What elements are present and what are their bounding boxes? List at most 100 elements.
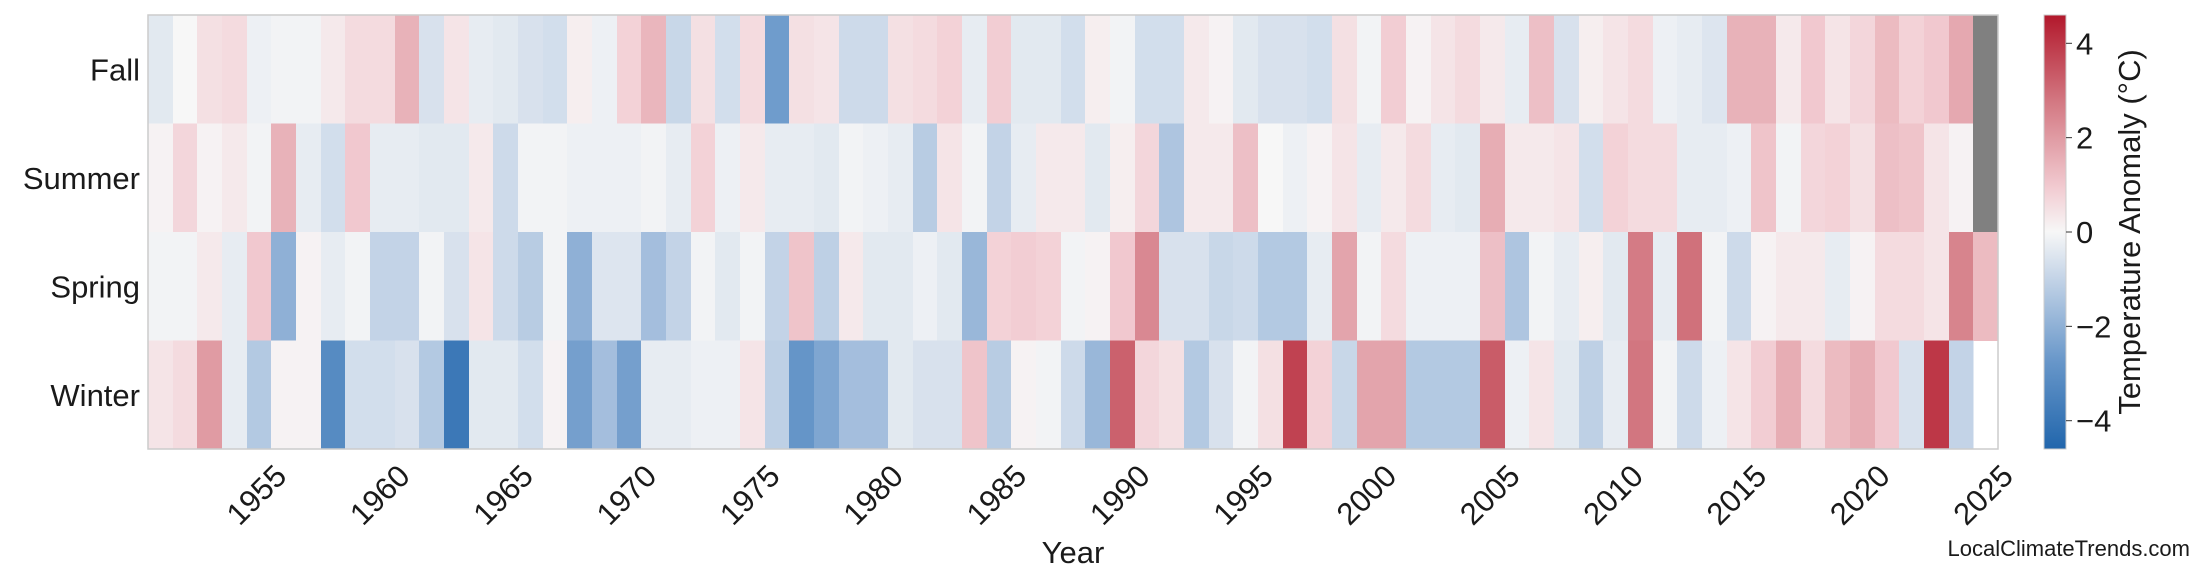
heatmap-cell-winter-1982 xyxy=(913,340,938,450)
heatmap-cell-fall-2015 xyxy=(1727,15,1752,125)
heatmap-cell-spring-1998 xyxy=(1307,232,1333,342)
heatmap-cell-fall-1992 xyxy=(1159,15,1185,125)
heatmap-cell-summer-2024 xyxy=(1949,123,1974,233)
heatmap-cell-fall-1978 xyxy=(814,15,840,125)
heatmap-cell-summer-1952 xyxy=(173,123,198,233)
heatmap-cell-fall-2025 xyxy=(1973,15,1999,125)
heatmap-cell-spring-2025 xyxy=(1973,232,1999,342)
heatmap-cell-fall-1976 xyxy=(765,15,790,125)
heatmap-cell-summer-1990 xyxy=(1110,123,1136,233)
heatmap-cell-spring-1964 xyxy=(469,232,494,342)
heatmap-cell-summer-1983 xyxy=(937,123,963,233)
heatmap-cell-winter-1975 xyxy=(740,340,766,450)
heatmap-cell-summer-1992 xyxy=(1159,123,1185,233)
x-tick-label-1995: 1995 xyxy=(1206,458,1280,532)
heatmap-cell-fall-1973 xyxy=(691,15,716,125)
heatmap-cell-summer-1970 xyxy=(617,123,642,233)
heatmap-cell-winter-1977 xyxy=(789,340,815,450)
heatmap-cell-fall-1975 xyxy=(740,15,766,125)
colorbar: 4 2 0 −2 −4 Temperature Anomaly (°C) xyxy=(2043,14,2147,450)
heatmap-cell-fall-2001 xyxy=(1381,15,1407,125)
heatmap-cell-summer-1961 xyxy=(395,123,420,233)
heatmap-cell-spring-1963 xyxy=(444,232,470,342)
heatmap-cell-spring-2016 xyxy=(1751,232,1777,342)
heatmap-cell-winter-1954 xyxy=(222,340,248,450)
heatmap-cell-fall-2023 xyxy=(1924,15,1950,125)
heatmap-cell-fall-1996 xyxy=(1258,15,1284,125)
heatmap-cell-summer-1954 xyxy=(222,123,248,233)
heatmap-cell-spring-1986 xyxy=(1011,232,1037,342)
heatmap-cell-spring-1993 xyxy=(1184,232,1210,342)
heatmap-cell-spring-1990 xyxy=(1110,232,1136,342)
heatmap-cell-summer-2002 xyxy=(1406,123,1432,233)
heatmap-cell-summer-1963 xyxy=(444,123,470,233)
x-tick-label-1960: 1960 xyxy=(343,458,417,532)
heatmap-cell-winter-1981 xyxy=(888,340,914,450)
heatmap-cell-winter-2006 xyxy=(1505,340,1530,450)
heatmap-cell-winter-2009 xyxy=(1579,340,1604,450)
heatmap-cell-spring-2021 xyxy=(1875,232,1900,342)
heatmap-cell-winter-2024 xyxy=(1949,340,1974,450)
heatmap-cell-winter-2000 xyxy=(1357,340,1382,450)
heatmap-cell-summer-2023 xyxy=(1924,123,1950,233)
heatmap-cell-spring-2013 xyxy=(1677,232,1703,342)
heatmap-cell-fall-2022 xyxy=(1899,15,1925,125)
heatmap-cell-winter-1961 xyxy=(395,340,420,450)
heatmap-cell-winter-2002 xyxy=(1406,340,1432,450)
heatmap-cell-summer-1989 xyxy=(1085,123,1111,233)
heatmap-cell-winter-2017 xyxy=(1776,340,1802,450)
x-axis-tick-labels: 1955 1960 1965 1970 1975 1980 1985 1990 1995 2000… xyxy=(220,458,2020,532)
heatmap-cell-summer-1967 xyxy=(543,123,568,233)
heatmap-cell-summer-1976 xyxy=(765,123,790,233)
heatmap-cell-fall-1955 xyxy=(247,15,272,125)
heatmap-cell-winter-1989 xyxy=(1085,340,1111,450)
heatmap-cell-winter-1986 xyxy=(1011,340,1037,450)
heatmap-cell-fall-1971 xyxy=(641,15,667,125)
heatmap-cell-winter-1973 xyxy=(691,340,716,450)
heatmap-cell-winter-1955 xyxy=(247,340,272,450)
x-tick-label-1955: 1955 xyxy=(220,458,294,532)
heatmap-cell-summer-1974 xyxy=(715,123,741,233)
heatmap-cell-fall-1951 xyxy=(148,15,174,125)
credit-text: LocalClimateTrends.com xyxy=(1948,536,2191,561)
heatmap-cell-winter-1951 xyxy=(148,340,174,450)
heatmap-cell-fall-1991 xyxy=(1135,15,1160,125)
heatmap-cell-winter-2021 xyxy=(1875,340,1900,450)
colorbar-tick-label: 0 xyxy=(2076,215,2093,250)
heatmap-cell-spring-2019 xyxy=(1825,232,1851,342)
heatmap-cell-winter-1999 xyxy=(1332,340,1358,450)
heatmap-cell-fall-1990 xyxy=(1110,15,1136,125)
heatmap-cell-summer-1987 xyxy=(1036,123,1062,233)
heatmap-cell-summer-1982 xyxy=(913,123,938,233)
heatmap-cell-summer-2004 xyxy=(1455,123,1481,233)
heatmap-cell-summer-1996 xyxy=(1258,123,1284,233)
heatmap-cell-summer-1981 xyxy=(888,123,914,233)
heatmap-cell-summer-1999 xyxy=(1332,123,1358,233)
heatmap-cell-spring-2009 xyxy=(1579,232,1604,342)
heatmap-cell-summer-2019 xyxy=(1825,123,1851,233)
heatmap-cell-summer-2016 xyxy=(1751,123,1777,233)
heatmap-cell-fall-1959 xyxy=(345,15,371,125)
heatmap-cell-summer-1979 xyxy=(839,123,864,233)
heatmap-cell-fall-1982 xyxy=(913,15,938,125)
heatmap-cell-fall-2013 xyxy=(1677,15,1703,125)
heatmap-cell-summer-1998 xyxy=(1307,123,1333,233)
heatmap-cell-winter-2007 xyxy=(1529,340,1555,450)
heatmap-cell-fall-1984 xyxy=(962,15,988,125)
heatmap-cell-spring-1953 xyxy=(197,232,223,342)
heatmap-cell-summer-1995 xyxy=(1233,123,1259,233)
heatmap-cell-spring-2015 xyxy=(1727,232,1752,342)
heatmap-cell-winter-1970 xyxy=(617,340,642,450)
heatmap-cell-fall-1957 xyxy=(296,15,322,125)
heatmap-cell-winter-1959 xyxy=(345,340,371,450)
heatmap-cell-fall-2005 xyxy=(1480,15,1506,125)
heatmap-cell-spring-1979 xyxy=(839,232,864,342)
heatmap-cell-spring-1969 xyxy=(592,232,618,342)
heatmap-cell-summer-1960 xyxy=(370,123,396,233)
heatmap-cell-summer-2006 xyxy=(1505,123,1530,233)
heatmap-cell-summer-1986 xyxy=(1011,123,1037,233)
heatmap-cell-summer-1959 xyxy=(345,123,371,233)
heatmap-cell-spring-2008 xyxy=(1554,232,1580,342)
